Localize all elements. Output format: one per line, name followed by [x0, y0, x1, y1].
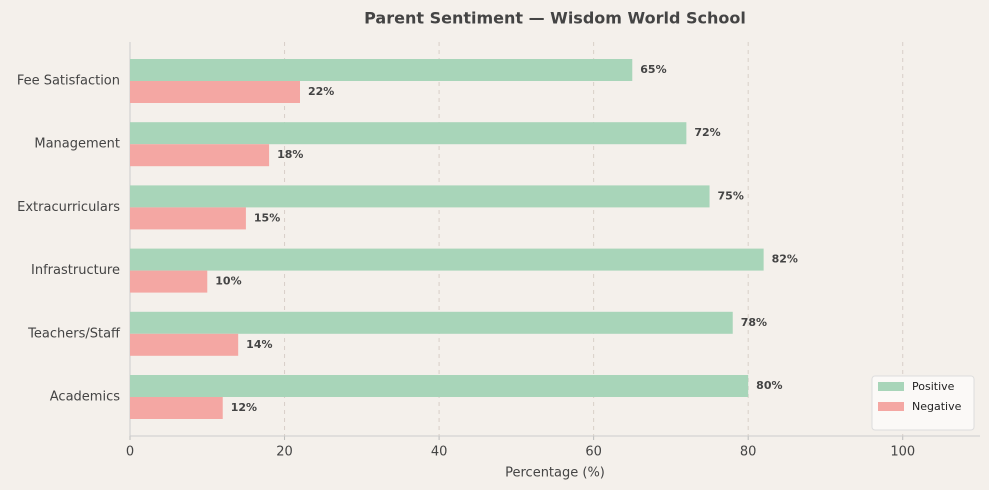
bar	[130, 248, 764, 271]
value-label: 82%	[772, 253, 798, 266]
y-tick-label: Fee Satisfaction	[17, 74, 120, 89]
chart-title: Parent Sentiment — Wisdom World School	[364, 9, 746, 28]
bar	[130, 311, 733, 334]
bar	[130, 144, 270, 167]
x-tick-label: 100	[890, 445, 915, 460]
value-label: 80%	[756, 379, 782, 392]
x-axis-label: Percentage (%)	[505, 466, 605, 481]
value-label: 72%	[694, 126, 720, 139]
bar	[130, 333, 239, 356]
value-label: 75%	[718, 189, 744, 202]
bar	[130, 270, 208, 293]
y-tick-label: Teachers/Staff	[27, 326, 121, 341]
y-tick-label: Infrastructure	[31, 263, 120, 278]
value-label: 12%	[231, 401, 257, 414]
legend-swatch	[878, 402, 904, 411]
bar	[130, 207, 246, 230]
legend-label: Positive	[912, 380, 955, 393]
value-label: 15%	[254, 211, 280, 224]
bar	[130, 397, 223, 419]
legend-label: Negative	[912, 400, 962, 413]
y-tick-label: Management	[34, 137, 120, 152]
value-label: 65%	[640, 63, 666, 76]
bar	[130, 185, 710, 208]
value-label: 18%	[277, 148, 303, 161]
value-label: 22%	[308, 85, 334, 98]
x-tick-label: 0	[126, 445, 134, 460]
bar	[130, 81, 300, 103]
legend-swatch	[878, 382, 904, 391]
x-tick-label: 40	[431, 445, 448, 460]
value-label: 14%	[246, 338, 272, 351]
value-label: 78%	[741, 316, 767, 329]
x-tick-label: 60	[585, 445, 602, 460]
y-tick-label: Extracurriculars	[17, 200, 120, 215]
bar	[130, 59, 633, 81]
value-label: 10%	[215, 275, 241, 288]
bar	[130, 122, 687, 145]
x-tick-label: 80	[740, 445, 757, 460]
bar	[130, 375, 749, 397]
y-tick-label: Academics	[50, 390, 120, 405]
x-tick-label: 20	[276, 445, 293, 460]
